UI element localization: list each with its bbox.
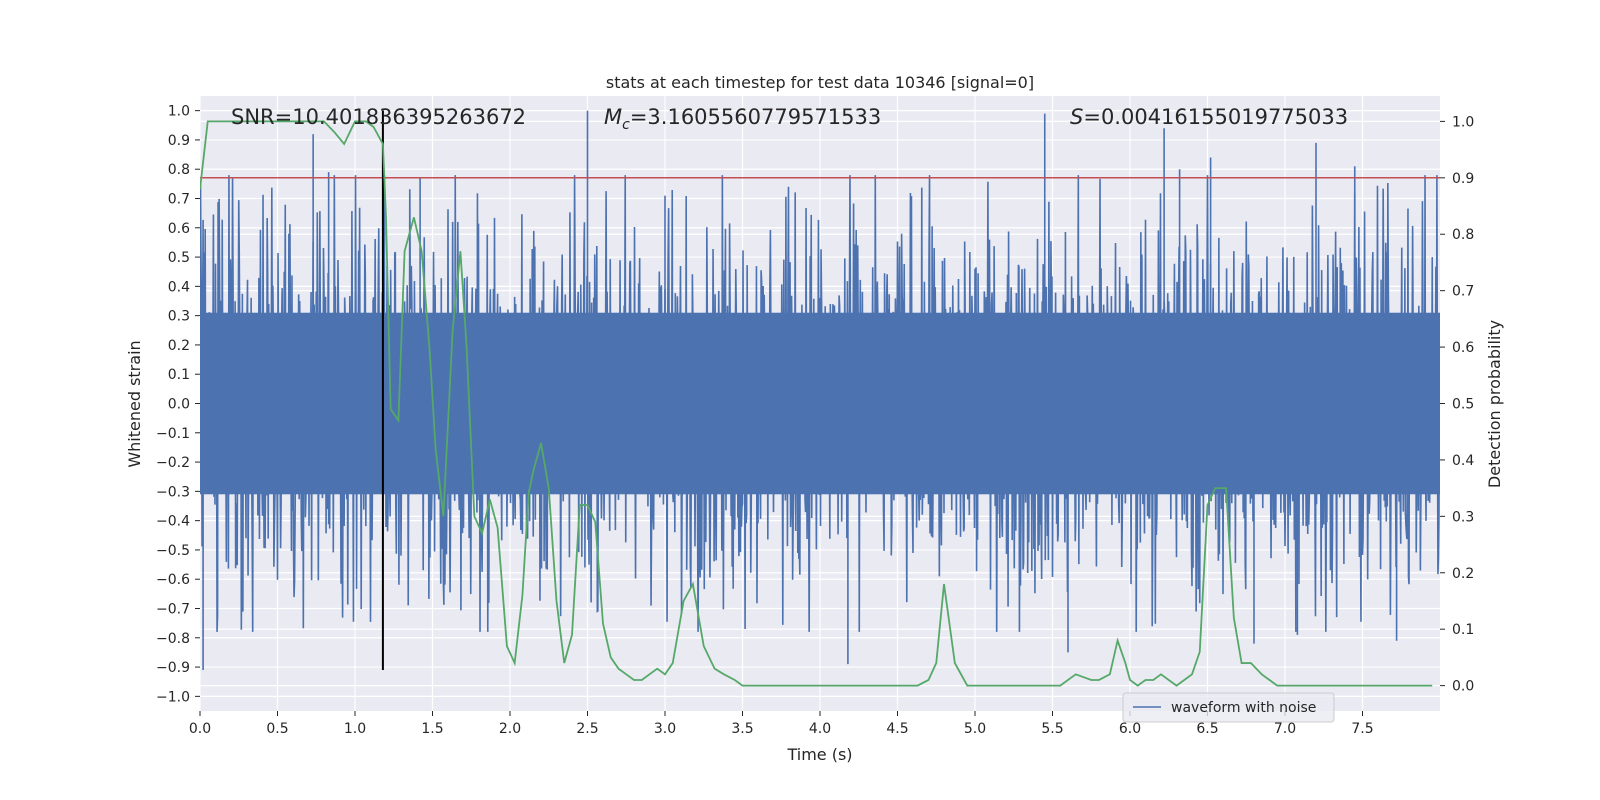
y-left-tick-label: −0.8 <box>156 631 190 647</box>
y-left-tick-label: 1.0 <box>168 104 190 120</box>
y-right-axis-label: Detection probability <box>1485 320 1504 488</box>
y-left-axis-label: Whitened strain <box>125 340 144 467</box>
reference-lines <box>200 110 1440 670</box>
y-right-tick-label: 0.6 <box>1452 340 1474 356</box>
y-right-tick-label: 0.4 <box>1452 453 1474 469</box>
x-tick-label: 0.5 <box>266 721 288 737</box>
x-tick-label: 5.5 <box>1041 721 1063 737</box>
y-left-tick-label: 0.0 <box>168 397 190 413</box>
y-left-tick-label: −0.6 <box>156 572 190 588</box>
y-left-axis-ticks: −1.0 −0.9 −0.8 −0.7 −0.6 −0.5 −0.4 −0.3 −0.2 −0.1… <box>156 104 200 705</box>
waveform-core-band <box>200 312 1440 495</box>
y-left-tick-label: 0.1 <box>168 367 190 383</box>
x-tick-label: 2.5 <box>576 721 598 737</box>
x-tick-label: 4.0 <box>809 721 831 737</box>
y-left-tick-label: −0.3 <box>156 484 190 500</box>
x-tick-label: 7.0 <box>1274 721 1296 737</box>
y-right-tick-label: 0.5 <box>1452 397 1474 413</box>
x-tick-label: 1.5 <box>421 721 443 737</box>
y-left-tick-label: −0.2 <box>156 455 190 471</box>
x-tick-label: 2.0 <box>499 721 521 737</box>
y-left-tick-label: −0.4 <box>156 514 190 530</box>
x-axis-label: Time (s) <box>786 745 852 764</box>
y-right-tick-label: 0.1 <box>1452 622 1474 638</box>
x-tick-label: 4.5 <box>886 721 908 737</box>
y-right-axis-ticks: 0.0 0.1 0.2 0.3 0.4 0.5 0.6 0.7 0.8 0.9 1.0 <box>1440 114 1474 695</box>
x-tick-label: 3.5 <box>731 721 753 737</box>
x-tick-label: 6.5 <box>1196 721 1218 737</box>
x-tick-label: 0.0 <box>189 721 211 737</box>
chirp-mass-subscript: c <box>622 117 630 133</box>
chirp-mass-value: =3.1605560779571533 <box>630 105 881 129</box>
x-tick-label: 7.5 <box>1351 721 1373 737</box>
y-left-tick-label: 0.6 <box>168 221 190 237</box>
y-left-tick-label: 0.2 <box>168 338 190 354</box>
legend-box <box>1122 692 1335 723</box>
y-right-tick-label: 0.9 <box>1452 171 1474 187</box>
s-symbol: S <box>1070 105 1083 129</box>
y-left-tick-label: −0.7 <box>156 602 190 618</box>
x-tick-label: 3.0 <box>654 721 676 737</box>
chirp-mass-symbol: M <box>604 105 622 129</box>
y-right-tick-label: 0.7 <box>1452 284 1474 300</box>
y-right-tick-label: 0.8 <box>1452 227 1474 243</box>
waveform-series <box>200 110 1440 670</box>
s-annotation: S=0.00416155019775033 <box>1070 105 1348 129</box>
y-left-tick-label: 0.7 <box>168 192 190 208</box>
legend-label-waveform: waveform with noise <box>1171 700 1316 716</box>
y-left-tick-label: 0.8 <box>168 162 190 178</box>
chirp-mass-annotation: Mc=3.1605560779571533 <box>604 105 881 133</box>
y-left-tick-label: 0.9 <box>168 133 190 149</box>
probability-line <box>200 120 1433 687</box>
y-left-tick-label: 0.3 <box>168 309 190 325</box>
y-left-tick-label: 0.4 <box>168 279 190 295</box>
y-left-tick-label: −1.0 <box>156 689 190 705</box>
y-left-tick-label: 0.5 <box>168 250 190 266</box>
y-left-tick-label: −0.5 <box>156 543 190 559</box>
s-value: =0.00416155019775033 <box>1083 105 1348 129</box>
y-right-tick-label: 0.3 <box>1452 509 1474 525</box>
x-tick-label: 5.0 <box>964 721 986 737</box>
y-right-tick-label: 0.2 <box>1452 566 1474 582</box>
x-tick-label: 6.0 <box>1119 721 1141 737</box>
chart-title: stats at each timestep for test data 103… <box>606 73 1034 92</box>
x-axis-ticks: 0.0 0.5 1.0 1.5 2.0 2.5 3.0 3.5 4.0 4.5 5.0 5.5 6.0 6… <box>189 711 1374 737</box>
y-left-tick-label: −0.9 <box>156 660 190 676</box>
probability-series <box>200 120 1433 687</box>
y-left-tick-label: −0.1 <box>156 426 190 442</box>
x-tick-label: 1.0 <box>344 721 366 737</box>
snr-annotation: SNR=10.401836395263672 <box>231 105 526 129</box>
y-right-tick-label: 1.0 <box>1452 114 1474 130</box>
legend: waveform with noise <box>1122 692 1335 723</box>
y-right-tick-label: 0.0 <box>1452 679 1474 695</box>
